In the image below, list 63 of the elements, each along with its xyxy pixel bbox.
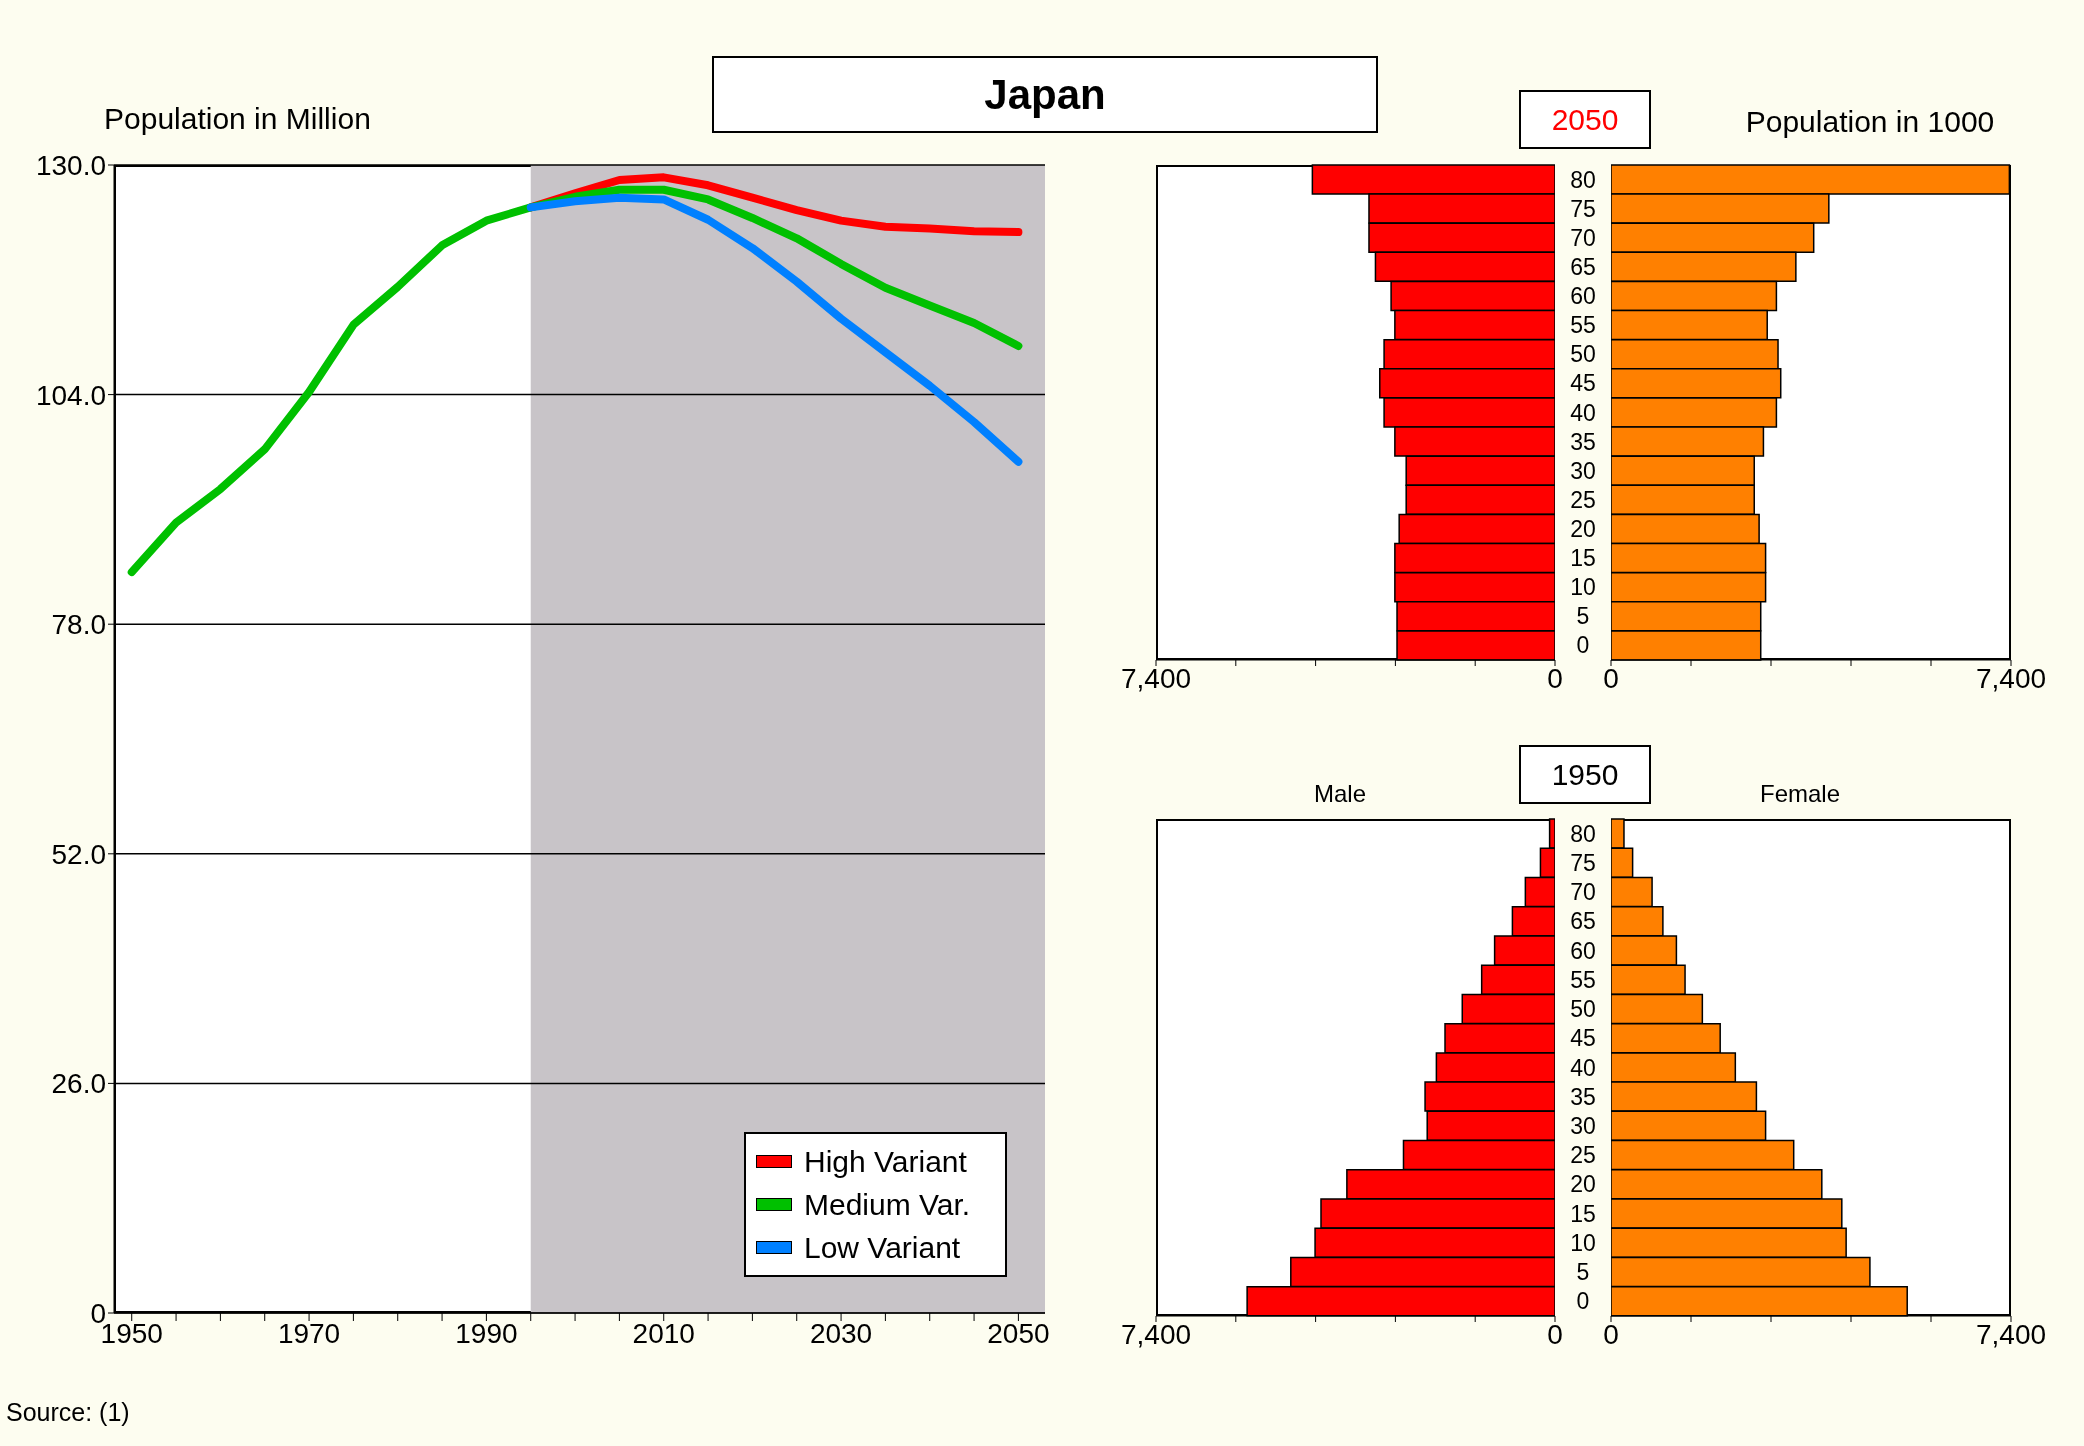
- chart-title: Female: [1759, 779, 1841, 809]
- y-tick-label: 60: [1570, 283, 1596, 310]
- y-tick-label: 26.0: [51, 1068, 106, 1100]
- x-tick-label: 1970: [277, 1317, 341, 1349]
- chart-title: Population in 1000: [1744, 104, 1996, 140]
- x-tick-label: 0: [1603, 662, 1619, 694]
- y-tick-label: 40: [1570, 1054, 1596, 1081]
- legend-label: High Variant: [804, 1144, 967, 1179]
- y-tick-label: 60: [1570, 937, 1596, 964]
- y-tick-label: 50: [1570, 341, 1596, 368]
- y-tick-label: 10: [1570, 574, 1596, 601]
- chart-subtitle: Male: [1313, 779, 1367, 809]
- y-tick-label: 45: [1570, 370, 1596, 397]
- y-axis-title: Population in Million: [104, 102, 371, 136]
- x-tick-label: 2050: [987, 1317, 1050, 1349]
- x-tick-label: 1990: [455, 1317, 518, 1349]
- x-tick-label: 2030: [809, 1317, 873, 1349]
- x-tick-label: 0: [1547, 662, 1563, 694]
- legend-label: Low Variant: [804, 1230, 961, 1265]
- y-tick-label: 55: [1570, 312, 1596, 339]
- y-tick-label: 65: [1570, 253, 1596, 280]
- y-tick-label: 5: [1576, 603, 1590, 630]
- x-tick-label: 2010: [632, 1317, 695, 1349]
- y-tick-label: 80: [1570, 820, 1596, 847]
- x-tick-label: 0: [1603, 1318, 1619, 1350]
- chart-title: 1950: [1519, 745, 1651, 804]
- y-tick-label: 80: [1570, 166, 1596, 193]
- y-tick-label: 35: [1570, 1083, 1596, 1110]
- y-tick-label: 15: [1570, 1200, 1596, 1227]
- y-tick-label: 70: [1570, 224, 1596, 251]
- y-tick-label: 0: [1576, 632, 1590, 659]
- y-tick-label: 5: [1576, 1259, 1590, 1286]
- y-tick-label: 20: [1570, 1171, 1596, 1198]
- y-tick-label: 15: [1570, 545, 1596, 572]
- x-tick-label: 7,400: [1120, 1318, 1192, 1350]
- y-tick-label: 70: [1570, 879, 1596, 906]
- y-tick-label: 30: [1570, 457, 1596, 484]
- legend-label: Medium Var.: [804, 1187, 971, 1222]
- y-tick-label: 75: [1570, 195, 1596, 222]
- y-tick-label: 104.0: [35, 379, 106, 411]
- y-tick-label: 25: [1570, 1142, 1596, 1169]
- y-tick-label: 75: [1570, 849, 1596, 876]
- source-note: Source: (1): [6, 1398, 130, 1427]
- chart-title: 2050: [1519, 90, 1651, 149]
- x-tick-label: 7,400: [1975, 662, 2047, 694]
- y-tick-label: 30: [1570, 1112, 1596, 1139]
- x-tick-label: 7,400: [1120, 662, 1192, 694]
- y-tick-label: 78.0: [51, 609, 106, 641]
- y-tick-label: 45: [1570, 1025, 1596, 1052]
- y-tick-label: 20: [1570, 515, 1596, 542]
- y-tick-label: 25: [1570, 486, 1596, 513]
- y-tick-label: 10: [1570, 1229, 1596, 1256]
- y-tick-label: 130.0: [35, 149, 106, 181]
- y-tick-label: 65: [1570, 908, 1596, 935]
- y-tick-label: 40: [1570, 399, 1596, 426]
- x-tick-label: 0: [1547, 1318, 1563, 1350]
- y-tick-label: 50: [1570, 996, 1596, 1023]
- chart-title: Japan: [712, 56, 1378, 133]
- y-tick-label: 0: [1576, 1288, 1590, 1315]
- y-tick-label: 35: [1570, 428, 1596, 455]
- x-tick-label: 7,400: [1975, 1318, 2047, 1350]
- y-tick-label: 52.0: [51, 838, 106, 870]
- y-tick-label: 55: [1570, 966, 1596, 993]
